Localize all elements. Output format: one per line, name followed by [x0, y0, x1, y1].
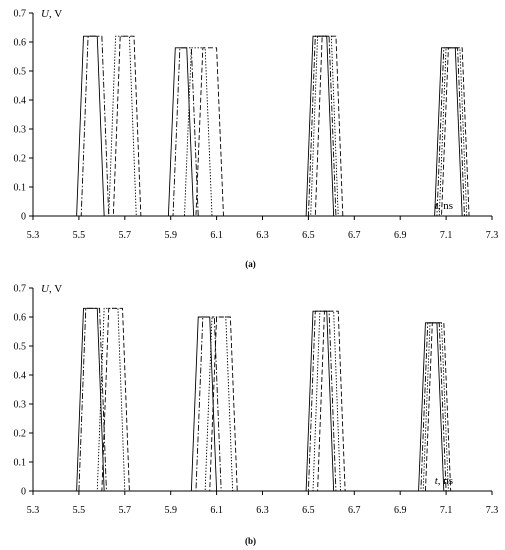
x-tick-label: 5.5 [73, 505, 86, 516]
y-tick-label: 0.5 [14, 342, 27, 353]
x-tick-label: 6.9 [394, 230, 407, 241]
x-tick-label: 5.9 [164, 505, 177, 516]
x-tick-label: 6.5 [302, 230, 315, 241]
x-tick-label: 6.1 [210, 230, 223, 241]
x-tick-label: 7.1 [440, 230, 453, 241]
series-dotted-line [33, 35, 492, 217]
x-tick-label: 5.5 [73, 230, 86, 241]
y-tick-label: 0.2 [14, 429, 27, 440]
y-tick-label: 0.6 [14, 313, 27, 324]
series-dashdot-line [33, 307, 492, 492]
series-dotted-line [33, 307, 492, 492]
panel-1: 0 0.1 0.2 0.3 0.4 0.5 0.6 0.7 5.3 5.5 5.7 5.9 6.1 6.3… [14, 283, 499, 546]
x-axis-label: t, ns [435, 475, 453, 487]
y-tick-label: 0.4 [14, 371, 27, 382]
series-dashdot-line [33, 35, 492, 217]
y-axis-label: U, V [41, 283, 62, 295]
x-axis-label: t, ns [435, 200, 453, 212]
panel-caption: (a) [245, 259, 256, 269]
series-solid-line [33, 307, 492, 492]
y-tick-label: 0.3 [14, 400, 27, 411]
series-solid-line [33, 35, 492, 217]
x-tick-label: 6.7 [348, 230, 361, 241]
x-tick-label: 7.3 [486, 505, 499, 516]
series-dashed-line [33, 35, 492, 217]
x-tick-label: 5.7 [119, 505, 132, 516]
y-axis-label: U, V [41, 8, 62, 20]
y-tick-label: 0.4 [14, 96, 27, 107]
y-tick-label: 0.6 [14, 38, 27, 49]
x-tick-label: 6.7 [348, 505, 361, 516]
x-tick-label: 5.7 [119, 230, 132, 241]
x-tick-label: 6.9 [394, 505, 407, 516]
y-tick-label: 0.3 [14, 125, 27, 136]
x-tick-label: 6.1 [210, 505, 223, 516]
y-tick-label: 0.2 [14, 154, 27, 165]
x-tick-label: 7.1 [440, 505, 453, 516]
x-tick-label: 6.5 [302, 505, 315, 516]
x-tick-label: 6.3 [256, 230, 269, 241]
y-tick-label: 0.1 [14, 183, 27, 194]
series-dashed-line [33, 307, 492, 492]
panel-0: 0 0.1 0.2 0.3 0.4 0.5 0.6 0.7 5.3 5.5 5.7 5.9 6.1 6.3… [14, 8, 499, 269]
y-tick-label: 0.7 [14, 284, 27, 295]
y-tick-label: 0.5 [14, 67, 27, 78]
y-tick-label: 0.1 [14, 458, 27, 469]
x-tick-label: 6.3 [256, 505, 269, 516]
x-tick-label: 5.3 [27, 230, 40, 241]
x-tick-label: 5.3 [27, 505, 40, 516]
x-tick-label: 5.9 [164, 230, 177, 241]
y-tick-label: 0 [21, 212, 26, 223]
x-tick-label: 7.3 [486, 230, 499, 241]
panel-caption: (b) [245, 536, 256, 546]
y-tick-label: 0 [21, 487, 26, 498]
y-tick-label: 0.7 [14, 9, 27, 20]
